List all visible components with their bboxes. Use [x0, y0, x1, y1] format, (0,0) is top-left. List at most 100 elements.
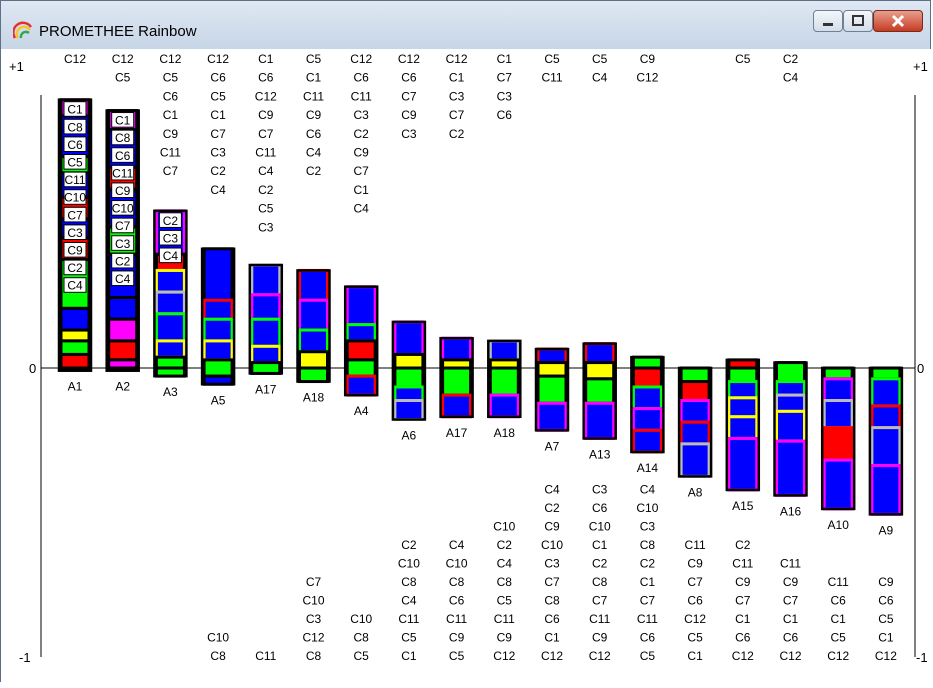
alternative-label: A5 [211, 393, 226, 407]
bottom-criterion-label: C11 [828, 575, 849, 589]
bottom-criterion-label: C5 [401, 631, 417, 645]
bottom-criterion-label: C5 [354, 649, 370, 663]
criterion-box [111, 235, 135, 251]
criterion-label: C6 [67, 138, 83, 152]
top-criterion-label: C1 [258, 52, 274, 66]
criterion-label: C3 [67, 226, 83, 240]
top-criterion-label: C5 [544, 52, 560, 66]
alternative-label: A6 [402, 428, 417, 442]
criterion-label: C2 [163, 214, 179, 228]
bar-segment [727, 380, 759, 400]
y-label-left-top: +1 [9, 59, 24, 74]
bar-segment [202, 247, 234, 302]
top-criterion-label: C12 [64, 52, 86, 66]
top-criterion-label: C12 [112, 52, 134, 66]
top-criterion-label: C6 [497, 108, 513, 122]
criterion-label: C4 [163, 249, 179, 263]
top-criterion-label: C7 [258, 127, 274, 141]
chart-area: +1 0 -1 +1 0 -1 C1 C8 C6 C5 C11 C10 C7 C3 C9 C2 C4… [1, 49, 932, 683]
bottom-criterion-label: C1 [783, 612, 799, 626]
top-criterion-label: C12 [159, 52, 181, 66]
bar-frame-a18 [296, 269, 331, 383]
top-criterion-label: C9 [258, 108, 274, 122]
bar-segment [154, 355, 186, 370]
close-button[interactable] [873, 10, 923, 32]
alternative-label: A8 [688, 485, 703, 499]
bar-segment [584, 401, 616, 440]
bottom-criterion-label: C10 [493, 520, 515, 534]
alternative-label: A3 [163, 385, 178, 399]
minimize-icon [823, 23, 833, 26]
alternative-label: A9 [879, 523, 894, 537]
top-criterion-label: C12 [255, 89, 277, 103]
alternative-label: A1 [68, 380, 83, 394]
top-criterion-label: C6 [401, 71, 417, 85]
bottom-criterion-label: C10 [636, 501, 658, 515]
minimize-button[interactable] [813, 10, 843, 32]
bottom-criterion-label: C6 [831, 594, 847, 608]
bottom-criterion-label: C9 [687, 557, 703, 571]
bar-segment [822, 399, 854, 430]
top-criterion-label: C4 [592, 71, 608, 85]
criterion-label: C7 [115, 219, 131, 233]
bottom-criterion-label: C5 [831, 631, 847, 645]
alternative-label: A13 [589, 447, 611, 461]
bottom-criterion-label: C11 [589, 612, 610, 626]
criterion-label: C10 [112, 202, 134, 216]
bottom-criterion-label: C10 [589, 520, 611, 534]
bar-segment [536, 401, 568, 432]
bottom-criterion-label: C5 [640, 649, 656, 663]
top-criterion-label: C4 [210, 183, 226, 197]
bar-segment [775, 361, 806, 384]
y-label-right-bottom: -1 [916, 650, 928, 665]
criterion-box [63, 277, 87, 293]
top-criterion-label: C9 [640, 52, 656, 66]
bar-segment [631, 385, 663, 411]
bottom-criterion-label: C3 [592, 483, 608, 497]
bottom-criterion-label: C1 [878, 631, 894, 645]
top-criterion-label: C6 [306, 127, 322, 141]
bar-segment [727, 415, 759, 440]
top-criterion-label: C5 [306, 52, 322, 66]
alternative-label: A4 [354, 404, 369, 418]
bar-segment [679, 442, 711, 478]
bar-segment [488, 339, 520, 362]
bar-segment [250, 317, 282, 348]
top-criterion-label: C1 [210, 108, 226, 122]
bottom-criterion-label: C8 [544, 594, 560, 608]
top-criterion-label: C9 [401, 108, 417, 122]
bar-segment [250, 293, 282, 321]
top-criterion-label: C3 [449, 89, 465, 103]
bottom-criterion-label: C6 [544, 612, 560, 626]
bar-segment [154, 290, 186, 316]
title-bar[interactable]: PROMETHEE Rainbow [1, 1, 930, 50]
bottom-criterion-label: C10 [207, 631, 229, 645]
bar-segment [536, 374, 568, 405]
criterion-box [63, 259, 87, 276]
bar-segment [202, 358, 234, 378]
top-criterion-label: C6 [163, 89, 179, 103]
bottom-criterion-label: C1 [831, 612, 847, 626]
bottom-criterion-label: C2 [401, 538, 417, 552]
top-criterion-label: C1 [497, 52, 513, 66]
top-criterion-label: C2 [354, 127, 370, 141]
bar-segment [870, 377, 902, 408]
bar-segment [775, 409, 806, 443]
bottom-criterion-label: C8 [449, 575, 465, 589]
criterion-label: C1 [115, 114, 131, 128]
top-criterion-label: C7 [497, 71, 513, 85]
bar-segment [441, 336, 473, 362]
close-icon [891, 14, 905, 28]
top-criterion-label: C1 [306, 71, 322, 85]
bar-frame-a13 [582, 342, 617, 440]
bar-frame-a14 [630, 355, 665, 454]
bar-segment [298, 366, 329, 384]
bar-segment [775, 393, 806, 413]
bar-segment [870, 366, 902, 381]
bar-segment [631, 366, 663, 389]
bottom-criterion-label: C11 [446, 612, 467, 626]
bar-segment [775, 439, 806, 497]
criterion-label: C2 [67, 261, 83, 275]
bar-segment [393, 399, 425, 421]
maximize-button[interactable] [843, 10, 873, 32]
